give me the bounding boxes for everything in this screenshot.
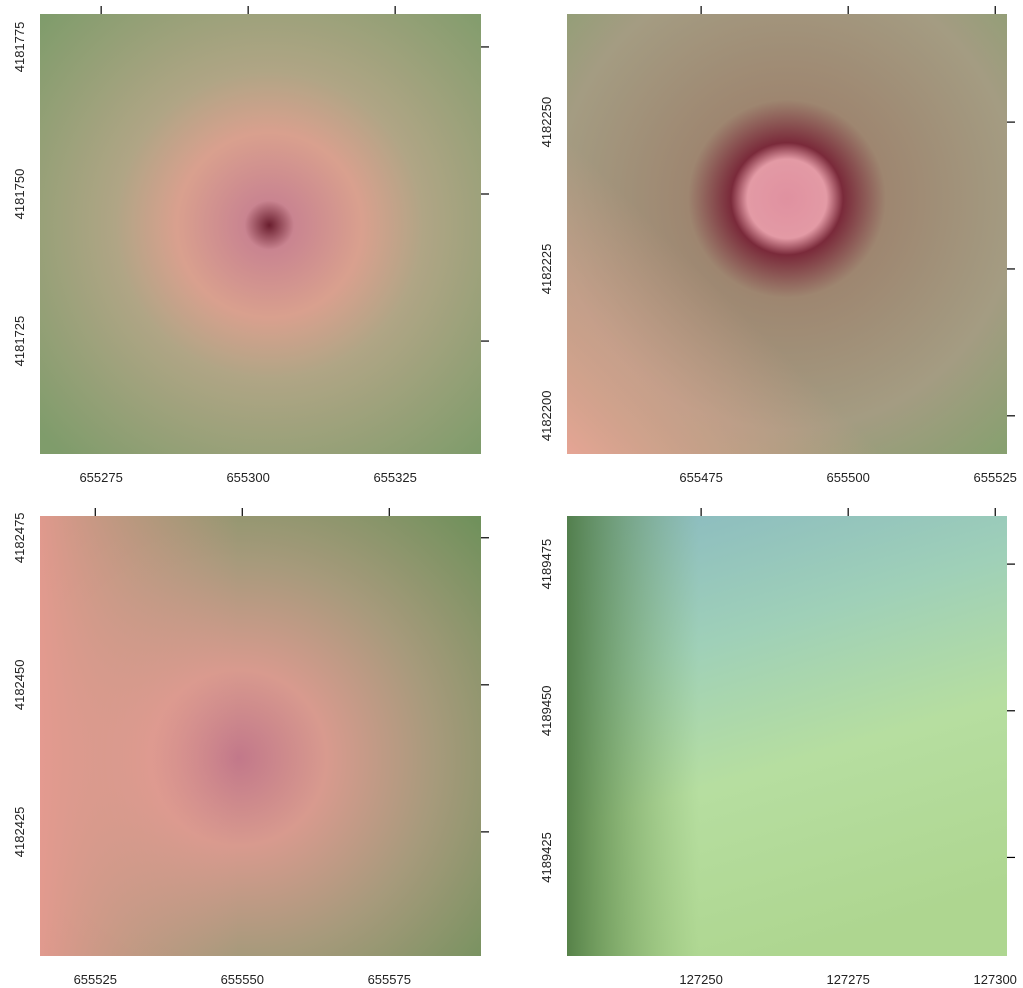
raster-images (40, 14, 1007, 956)
map-figure: 655275 655300 655325 4181725 4181750 4181775 6… (0, 0, 1023, 988)
y-tick-label: 4189475 (539, 539, 554, 590)
y-tick-label: 4182225 (539, 244, 554, 295)
x-tick-label: 655275 (79, 470, 122, 485)
y-tick-label: 4182425 (12, 807, 27, 858)
x-tick-label: 655475 (679, 470, 722, 485)
y-tick-label: 4182475 (12, 512, 27, 563)
raster-overlay (567, 516, 1007, 956)
x-tick-label: 655525 (74, 972, 117, 987)
raster (40, 14, 481, 454)
y-tick-label: 4189450 (539, 685, 554, 736)
y-tick-label: 4181725 (12, 316, 27, 367)
y-tick-label: 4181750 (12, 169, 27, 220)
y-tick-label: 4182450 (12, 660, 27, 711)
x-tick-label: 127300 (974, 972, 1017, 987)
y-tick-label: 4181775 (12, 22, 27, 73)
raster-overlay (40, 516, 481, 956)
x-tick-label: 127275 (826, 972, 869, 987)
y-tick-label: 4182200 (539, 391, 554, 442)
x-tick-label: 655325 (373, 470, 416, 485)
x-tick-label: 655500 (826, 470, 869, 485)
x-tick-label: 127250 (679, 972, 722, 987)
x-tick-label: 655575 (368, 972, 411, 987)
x-tick-label: 655550 (221, 972, 264, 987)
x-tick-label: 655525 (974, 470, 1017, 485)
y-tick-label: 4189425 (539, 832, 554, 883)
x-tick-label: 655300 (226, 470, 269, 485)
y-tick-label: 4182250 (539, 97, 554, 148)
raster-overlay (567, 14, 1007, 454)
